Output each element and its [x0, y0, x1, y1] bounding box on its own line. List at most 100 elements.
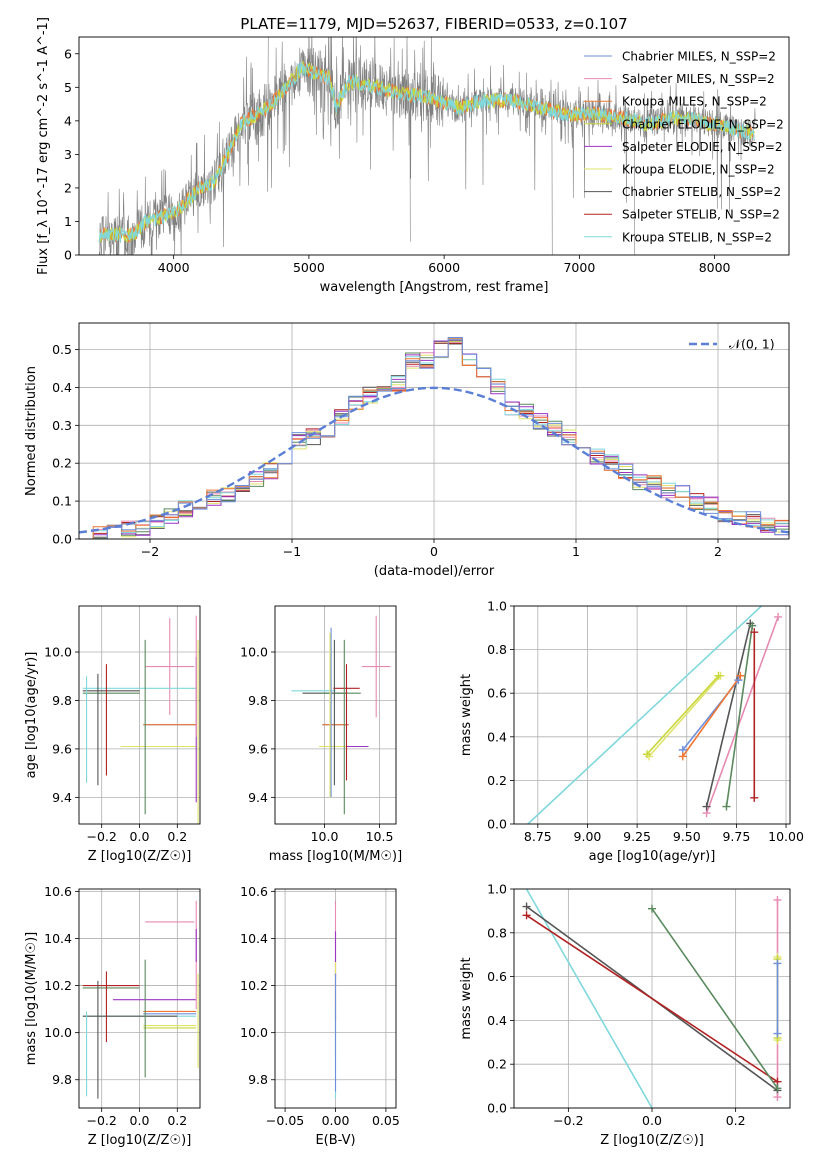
- y-tick-label: 4: [64, 113, 72, 128]
- weight-line: [651, 908, 779, 1089]
- legend-label: Salpeter STELIB, N_SSP=2: [622, 208, 780, 222]
- weight-marker: [774, 612, 783, 621]
- spectrum-model-line: [98, 62, 756, 243]
- weight-line: [725, 625, 754, 807]
- y-tick-label: 10.6: [44, 884, 72, 899]
- y-tick-label: 9.4: [52, 790, 72, 805]
- chart-mass_vs_Z: −0.2 0.0 0.2 9.8 10.0 10.2 10.4 10.6 Z [log10(Z/…: [24, 884, 201, 1148]
- x-tick-label: 6000: [428, 260, 460, 275]
- weight-marker: [734, 676, 743, 685]
- chart-layer: 4000 5000 6000 7000 8000 0 1 2 3 4 5 6 wavelength [A…: [24, 17, 804, 1148]
- y-tick-label: 0.3: [52, 418, 72, 433]
- y-tick-label: 10.2: [44, 978, 72, 993]
- y-tick-label: 10.0: [44, 1025, 72, 1040]
- legend-label: Chabrier STELIB, N_SSP=2: [622, 185, 781, 199]
- x-tick-label: −1: [283, 544, 301, 559]
- legend-label: Chabrier ELODIE, N_SSP=2: [622, 117, 784, 131]
- x-tick-label: 9.50: [673, 829, 701, 844]
- weight-line: [648, 675, 722, 757]
- x-tick-label: 0.2: [167, 1113, 187, 1128]
- chart-age_vs_Z: −0.2 0.0 0.2 9.4 9.6 9.8 10.0 Z [log10(Z/Z☉)] ag…: [24, 605, 201, 864]
- axes-frame: [78, 322, 790, 540]
- y-tick-label: 0.0: [487, 1101, 507, 1116]
- weight-marker: [773, 1084, 782, 1093]
- plot-area: [291, 615, 391, 815]
- y-tick-label: 6: [64, 46, 72, 61]
- chart-residuals: −2 −1 0 1 2 0.0 0.1 0.2 0.3 0.4 0.5 (data-model)/er…: [24, 322, 790, 579]
- chart-weight_vs_Z: −0.2 0.0 0.2 0.0 0.2 0.4 0.6 0.8 1.0 Z [log10(Z/Z…: [459, 882, 791, 1148]
- y-tick-label: 0.2: [52, 456, 72, 471]
- y-tick-label: 0: [64, 248, 72, 263]
- axes-frame: [274, 605, 397, 825]
- weight-line: [705, 616, 779, 814]
- y-tick-label: 10.6: [240, 884, 268, 899]
- y-tick-label: 0.5: [52, 342, 72, 357]
- weight-line: [646, 675, 720, 755]
- weight-marker: [736, 671, 745, 680]
- weight-marker: [750, 793, 759, 802]
- weight-marker: [522, 902, 531, 911]
- y-axis-label: mass weight: [459, 957, 474, 1039]
- y-tick-label: 0.8: [487, 642, 507, 657]
- legend-label: Kroupa ELODIE, N_SSP=2: [622, 163, 775, 177]
- y-tick-label: 0.1: [52, 494, 72, 509]
- histogram-step-line: [79, 337, 789, 539]
- y-tick-label: 0.8: [487, 925, 507, 940]
- y-tick-label: 2: [64, 180, 72, 195]
- x-tick-label: 1: [572, 544, 580, 559]
- x-tick-label: 2: [714, 544, 722, 559]
- x-tick-label: 0.2: [726, 1113, 746, 1128]
- weight-line: [527, 606, 763, 824]
- x-axis-label: E(B-V): [315, 1133, 355, 1148]
- x-tick-label: 8000: [699, 260, 731, 275]
- weight-marker: [702, 802, 711, 811]
- x-tick-label: −0.2: [87, 829, 117, 844]
- y-tick-label: 0.0: [487, 817, 507, 832]
- y-tick-label: 0.4: [487, 1013, 507, 1028]
- weight-line: [526, 914, 778, 1083]
- y-axis-label: mass [log10(M/M☉)]: [24, 932, 39, 1065]
- x-axis-label: (data-model)/error: [374, 564, 495, 579]
- y-tick-label: 9.4: [248, 790, 268, 805]
- x-tick-label: 0.2: [167, 829, 187, 844]
- x-tick-label: 9.25: [623, 829, 651, 844]
- x-tick-label: 10.0: [311, 829, 339, 844]
- x-tick-label: 0.05: [372, 1113, 400, 1128]
- y-tick-label: 0.4: [52, 380, 72, 395]
- gaussian-curve: [79, 386, 789, 534]
- x-tick-label: 8.75: [524, 829, 552, 844]
- x-axis-label: Z [log10(Z/Z☉)]: [600, 1133, 704, 1148]
- y-tick-label: 0.6: [487, 969, 507, 984]
- axes-frame: [274, 888, 397, 1109]
- plot-area: [98, 37, 756, 255]
- weight-marker: [773, 1093, 782, 1102]
- legend-label: Salpeter MILES, N_SSP=2: [622, 72, 775, 86]
- y-axis-label: age [log10(age/yr)]: [24, 652, 39, 779]
- plot-area: [79, 337, 789, 539]
- weight-marker: [750, 628, 759, 637]
- y-tick-label: 0.0: [52, 532, 72, 547]
- x-tick-label: −0.05: [266, 1113, 304, 1128]
- weight-marker: [643, 750, 652, 759]
- weight-marker: [678, 752, 687, 761]
- y-tick-label: 10.0: [240, 1025, 268, 1040]
- y-tick-label: 0.6: [487, 686, 507, 701]
- plot-area: [527, 606, 779, 824]
- y-tick-label: 9.6: [52, 741, 72, 756]
- legend-label: 𝒩(0, 1): [729, 337, 775, 352]
- y-tick-label: 0.2: [487, 1057, 507, 1072]
- y-tick-label: 0.2: [487, 773, 507, 788]
- x-tick-label: −0.2: [553, 1113, 583, 1128]
- y-tick-label: 10.4: [240, 931, 268, 946]
- x-tick-label: −2: [141, 544, 159, 559]
- weight-marker: [773, 1029, 782, 1038]
- y-tick-label: 0.4: [487, 729, 507, 744]
- weight-line: [682, 675, 742, 757]
- x-tick-label: 9.00: [574, 829, 602, 844]
- y-tick-label: 9.8: [52, 1072, 72, 1087]
- weight-line: [705, 623, 752, 807]
- chart-spectrum: 4000 5000 6000 7000 8000 0 1 2 3 4 5 6 wavelength [A…: [36, 17, 790, 295]
- axes-frame: [78, 36, 790, 256]
- y-tick-label: 10.0: [44, 645, 72, 660]
